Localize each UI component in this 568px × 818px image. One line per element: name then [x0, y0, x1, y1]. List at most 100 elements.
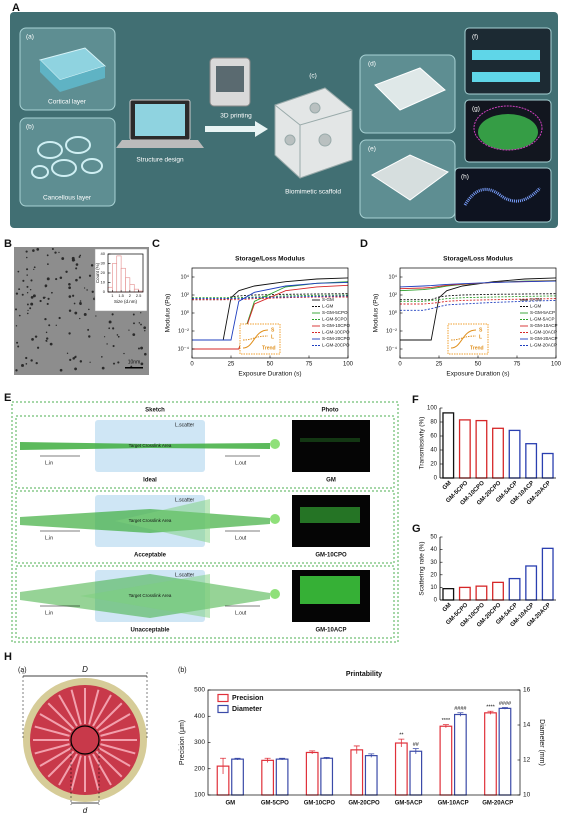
histogram-bar [133, 288, 139, 293]
error-bar [220, 757, 227, 774]
y-tick-label: 0 [103, 289, 106, 294]
y-tick-label: 100 [427, 406, 438, 412]
y-axis-label: Count (%) [95, 262, 100, 283]
legend-label: S-GM-10CPO [322, 323, 351, 328]
particle [45, 331, 48, 334]
sample-name: GM [326, 478, 336, 484]
particle [83, 313, 87, 316]
particle [117, 335, 120, 338]
particle [128, 329, 130, 331]
laptop-display [135, 104, 185, 136]
particle [33, 266, 36, 269]
y-tick-label: 12 [523, 757, 531, 764]
y-tick-label: 500 [194, 687, 205, 694]
particle [30, 359, 33, 362]
y-tick-label: 40 [430, 547, 437, 553]
legend-label: L-GM-10CPO [322, 330, 350, 335]
chart-title: Printability [346, 671, 382, 678]
bar [475, 585, 488, 601]
particle [16, 341, 19, 344]
beam-label: L.in [45, 535, 53, 541]
particle [22, 279, 25, 282]
spoke [92, 694, 112, 727]
spoke [70, 755, 82, 791]
particle [46, 277, 50, 281]
bar [439, 725, 453, 796]
histogram-bar [125, 277, 131, 293]
inset-frame [239, 323, 281, 355]
particle [133, 322, 135, 325]
light-beam [20, 442, 270, 450]
particle [140, 323, 142, 326]
legend-label: S-GM-5ACP [530, 310, 555, 315]
significance: ## [413, 742, 420, 748]
particle [46, 337, 49, 340]
error-bar [487, 710, 494, 715]
x-tick-label: 1 [111, 293, 114, 298]
legend-label: Precision [232, 695, 264, 702]
bar [320, 757, 334, 796]
cancellous-lattice [31, 136, 103, 179]
panel-label: B [4, 238, 12, 250]
particle [17, 270, 20, 273]
particle [46, 302, 49, 306]
spoke [39, 713, 72, 733]
y-tick-label: 200 [194, 765, 205, 772]
x-tick-label: 100 [551, 362, 562, 368]
particle [138, 322, 141, 324]
x-tick-label: 50 [267, 362, 274, 368]
y-tick-label: 400 [194, 713, 205, 720]
spoke [92, 753, 112, 786]
legend-label: L-GM [530, 304, 542, 309]
dimension-label: d [83, 806, 88, 815]
y-tick-label: 10⁻⁴ [178, 345, 190, 352]
error-bar [323, 756, 330, 760]
particle [18, 288, 21, 291]
x-tick-label: 0 [190, 362, 194, 368]
chart-title: Storage/Loss Modulus [443, 256, 513, 263]
particle [140, 312, 142, 314]
particle [36, 346, 40, 349]
particle [26, 268, 29, 271]
row-name: Unacceptable [130, 628, 170, 634]
x-tick-label: GM-20CPO [348, 801, 380, 807]
particle [75, 263, 79, 266]
particle [74, 311, 78, 315]
significance: **** [442, 718, 451, 724]
legend-label: L-GM-5CPO [322, 317, 348, 322]
item-caption: Cortical layer [48, 99, 87, 106]
panel-label: (b) [178, 667, 187, 674]
beam-label: L.in [45, 460, 53, 466]
x-tick-label: GM-5ACP [395, 801, 423, 807]
particle [55, 278, 58, 281]
spoke [58, 753, 78, 786]
particle [75, 267, 78, 270]
particle [27, 309, 29, 311]
y-tick-label: 10² [389, 292, 397, 298]
particle [78, 276, 82, 279]
significance: #### [499, 701, 512, 707]
x-tick-label: GM [442, 480, 453, 491]
particle [144, 329, 146, 332]
series-line [192, 294, 349, 299]
series-line [400, 299, 557, 311]
y-tick-label: 10⁻² [178, 328, 189, 334]
y-tick-label: 10⁻⁴ [386, 345, 398, 352]
panel-label: H [4, 651, 12, 663]
bar [492, 427, 504, 479]
y-axis-label: Transmissivity (%) [419, 417, 426, 470]
particle [79, 302, 82, 306]
spoke [100, 725, 136, 737]
particle [79, 254, 82, 257]
bar [541, 547, 554, 601]
particle [91, 290, 94, 293]
y-tick-label: 14 [523, 722, 531, 729]
legend-label: S-GM-5CPO [322, 310, 348, 315]
panel-label: A [12, 2, 20, 14]
particle [51, 247, 54, 251]
particle [26, 303, 29, 306]
print-spokes [33, 688, 137, 792]
y-tick-label: 10 [430, 585, 437, 591]
y-axis-label: Modulus (Pa) [373, 294, 380, 333]
